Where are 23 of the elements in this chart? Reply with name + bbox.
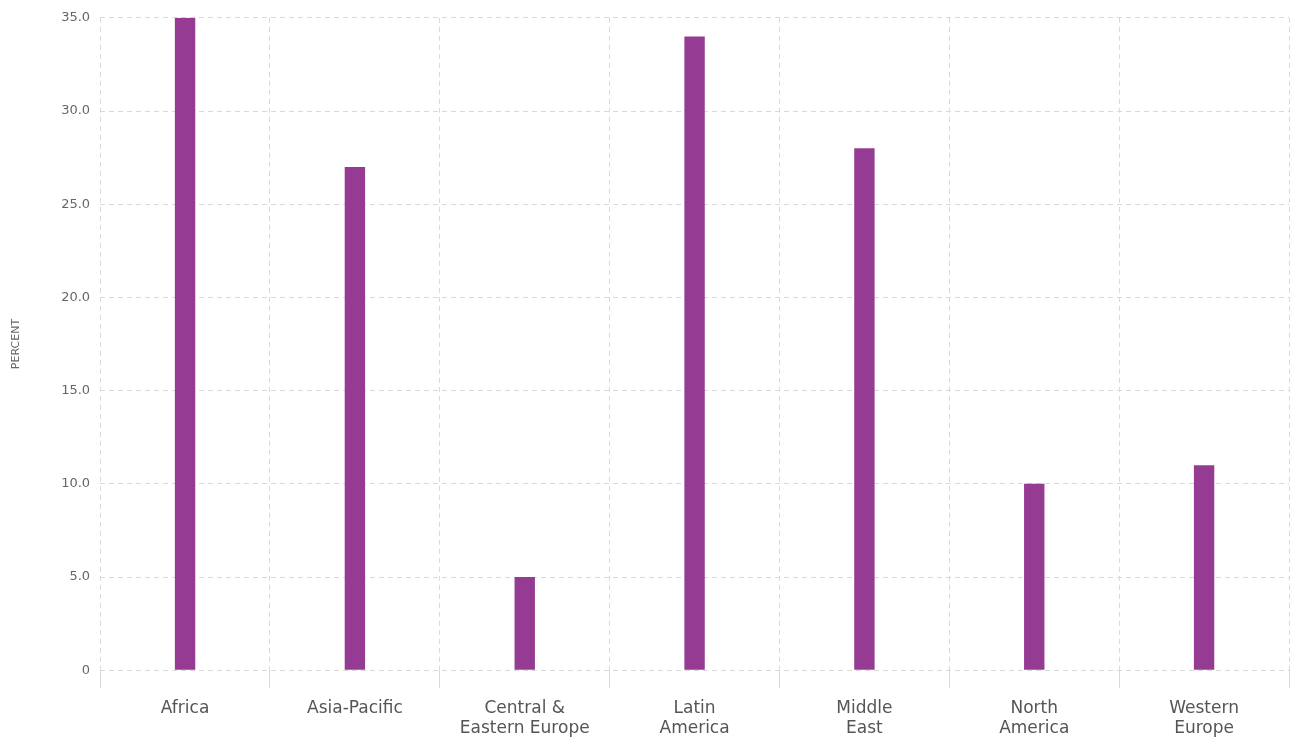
x-tick-label: Asia-Pacific (307, 696, 403, 717)
x-tick-label: Western Europe (1169, 696, 1239, 738)
y-tick-label: 20.0 (61, 288, 91, 304)
x-tick-label: Latin America (659, 696, 730, 738)
bar (174, 17, 196, 670)
y-tick-label: 10.0 (61, 475, 91, 491)
y-tick-label: 0 (81, 661, 91, 677)
y-tick-label: 25.0 (61, 195, 91, 211)
x-tick-label: Central & Eastern Europe (459, 696, 590, 738)
y-tick-label: 5.0 (69, 568, 91, 584)
x-tick-label: North America (999, 696, 1070, 738)
bar (1024, 483, 1045, 670)
y-tick-label: 15.0 (61, 381, 91, 397)
bar (1193, 465, 1215, 670)
x-tick-label: Africa (160, 696, 210, 717)
x-tick-label: Middle East (836, 696, 893, 738)
y-axis-title: PERCENT (9, 318, 23, 370)
y-tick-label: 30.0 (61, 102, 91, 118)
bar (684, 36, 705, 670)
y-tick-label: 35.0 (61, 9, 91, 25)
bar (514, 577, 535, 670)
bar (344, 166, 366, 670)
bar (854, 148, 875, 670)
